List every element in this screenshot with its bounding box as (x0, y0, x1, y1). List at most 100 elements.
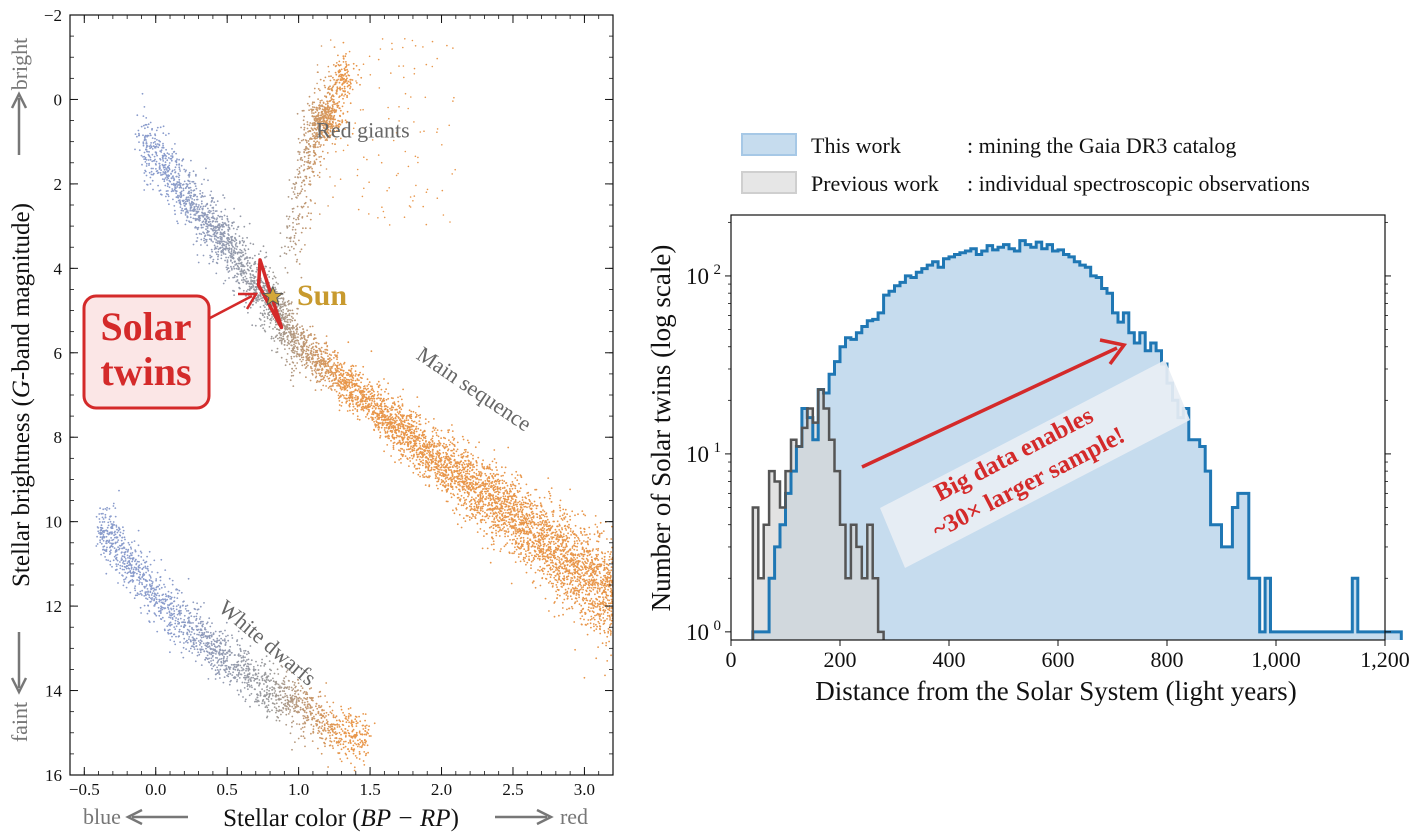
cmd-star-point (394, 413, 397, 416)
cmd-star-point (541, 513, 543, 516)
cmd-star-point (350, 381, 353, 384)
cmd-star-point (599, 607, 602, 610)
cmd-star-point (392, 444, 395, 447)
cmd-star-point (220, 210, 223, 213)
cmd-star-point (506, 524, 508, 527)
cmd-star-point (293, 340, 296, 343)
cmd-star-point (596, 625, 598, 628)
cmd-star-point (386, 406, 389, 408)
cmd-star-point (582, 513, 585, 516)
cmd-star-point (451, 424, 453, 426)
cmd-star-point (460, 453, 462, 456)
cmd-star-point (490, 543, 493, 546)
cmd-star-point (274, 288, 277, 291)
cmd-star-point (493, 548, 495, 551)
cmd-star-point (401, 438, 404, 440)
cmd-star-point (565, 568, 567, 571)
cmd-star-point (553, 550, 555, 552)
cmd-star-point (599, 628, 601, 631)
cmd-star-point (535, 505, 538, 507)
cmd-star-point (248, 285, 251, 288)
cmd-star-point (429, 445, 432, 448)
cmd-star-point (597, 620, 600, 623)
cmd-star-point (363, 387, 365, 390)
cmd-star-point (168, 153, 170, 156)
cmd-star-point (472, 515, 474, 517)
cmd-star-point (586, 633, 589, 636)
cmd-star-point (438, 449, 441, 452)
cmd-star-point (220, 254, 223, 256)
cmd-star-point (478, 472, 481, 475)
cmd-star-point (376, 390, 379, 393)
cmd-star-point (516, 503, 518, 506)
cmd-star-point (581, 548, 584, 550)
cmd-star-point (534, 488, 536, 491)
cmd-star-point (603, 575, 605, 577)
cmd-star-point (317, 355, 319, 358)
cmd-star-point (508, 492, 510, 495)
cmd-star-point (181, 207, 184, 210)
cmd-star-point (400, 433, 403, 436)
cmd-star-point (514, 527, 516, 529)
cmd-star-point (312, 342, 315, 345)
cmd-star-point (438, 477, 440, 479)
cmd-star-point (352, 377, 355, 379)
cmd-star-point (356, 415, 359, 418)
cmd-star-point (571, 573, 574, 576)
cmd-star-point (588, 526, 591, 529)
cmd-star-point (602, 578, 605, 581)
cmd-star-point (545, 545, 548, 547)
cmd-star-point (366, 400, 368, 403)
cmd-star-point (501, 479, 504, 482)
cmd-star-point (334, 364, 337, 366)
cmd-star-point (336, 358, 338, 361)
cmd-star-point (274, 326, 276, 329)
cmd-star-point (579, 588, 582, 591)
cmd-star-point (517, 556, 520, 558)
cmd-star-point (231, 261, 234, 264)
cmd-star-point (268, 270, 270, 273)
cmd-star-point (476, 506, 479, 509)
cmd-star-point (334, 382, 337, 384)
cmd-star-point (556, 572, 559, 575)
cmd-star-point (423, 473, 426, 475)
cmd-star-point (323, 342, 326, 345)
cmd-star-point (428, 476, 430, 479)
cmd-star-point (250, 264, 253, 267)
cmd-star-point (230, 265, 232, 268)
cmd-star-point (379, 436, 381, 439)
cmd-star-point (499, 529, 501, 532)
cmd-star-point (213, 244, 216, 247)
cmd-star-point (463, 463, 466, 466)
cmd-star-point (435, 475, 438, 478)
cmd-star-point (371, 407, 374, 410)
cmd-star-point (396, 435, 399, 437)
cmd-star-point (320, 389, 323, 391)
cmd-star-point (593, 625, 595, 628)
cmd-star-point (431, 460, 433, 463)
cmd-star-point (498, 520, 501, 523)
cmd-star-point (488, 504, 491, 506)
cmd-star-point (494, 523, 496, 526)
cmd-star-point (453, 452, 456, 455)
cmd-star-point (478, 478, 480, 481)
cmd-star-point (404, 424, 407, 427)
cmd-star-point (603, 629, 606, 632)
cmd-star-point (569, 565, 571, 568)
cmd-star-point (589, 622, 592, 625)
cmd-star-point (568, 607, 571, 610)
cmd-star-point (321, 369, 323, 372)
cmd-star-point (511, 539, 514, 541)
cmd-star-point (481, 507, 484, 510)
cmd-star-point (495, 466, 497, 469)
cmd-star-point (498, 526, 501, 529)
cmd-star-point (255, 270, 258, 273)
cmd-star-point (560, 535, 563, 538)
cmd-star-point (248, 262, 251, 265)
cmd-star-point (511, 487, 514, 490)
cmd-star-point (471, 484, 473, 486)
cmd-star-point (295, 342, 297, 345)
cmd-star-point (138, 132, 140, 135)
cmd-star-point (335, 369, 338, 371)
cmd-star-point (596, 598, 599, 601)
